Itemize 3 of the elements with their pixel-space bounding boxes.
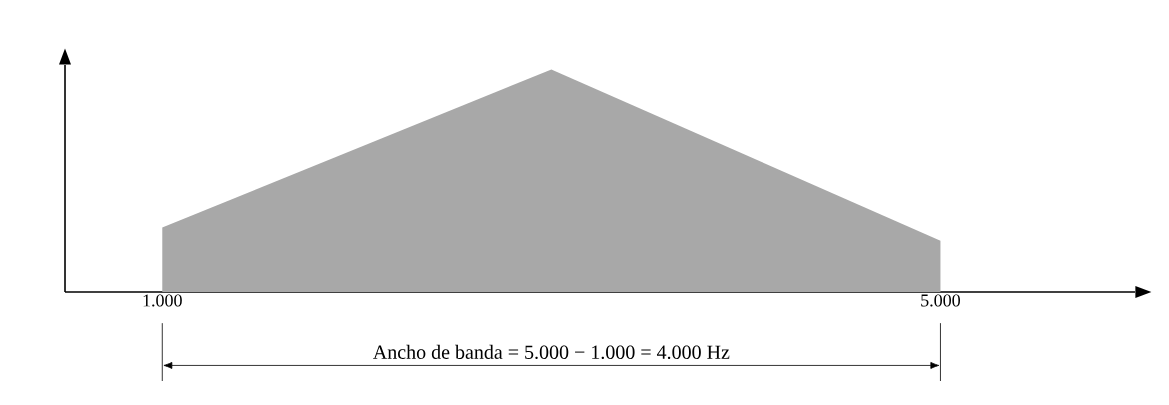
x-tick-label: 1.000 xyxy=(143,294,182,307)
text: Ancho de banda = 5.000 − 1.000 = 4.000 Hz xyxy=(373,344,730,360)
x-tick-label: 5.000 xyxy=(921,294,961,307)
